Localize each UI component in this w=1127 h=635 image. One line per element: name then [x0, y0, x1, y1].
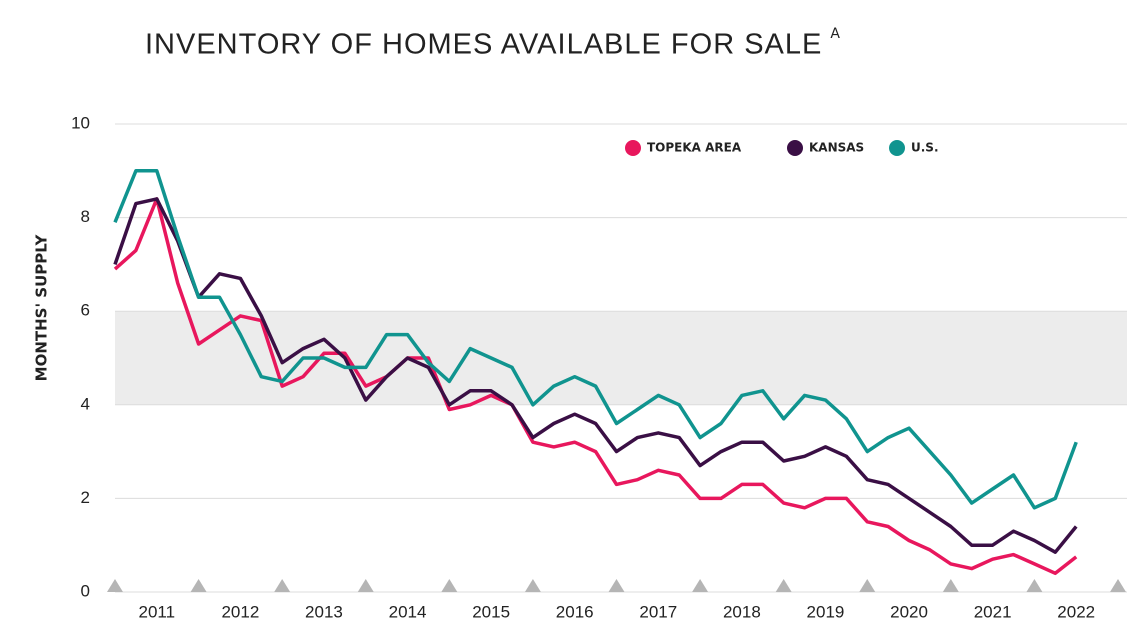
y-tick-label: 6 — [81, 301, 90, 320]
y-tick-label: 4 — [81, 394, 90, 413]
year-marker — [859, 579, 876, 592]
legend-label: U.S. — [911, 141, 939, 155]
year-marker — [357, 579, 374, 592]
legend-swatch — [889, 140, 905, 156]
legend-swatch — [787, 140, 803, 156]
y-tick-label: 8 — [81, 207, 90, 226]
title-superscript: A — [830, 26, 840, 42]
year-marker — [274, 579, 291, 592]
x-tick-label: 2014 — [389, 602, 427, 621]
year-marker — [942, 579, 959, 592]
legend-label: KANSAS — [809, 141, 864, 155]
year-marker — [1110, 579, 1126, 592]
year-marker — [1026, 579, 1043, 592]
x-tick-label: 2015 — [472, 602, 510, 621]
x-tick-label: 2020 — [890, 602, 928, 621]
shaded-band — [115, 311, 1127, 405]
series-line — [113, 197, 1078, 576]
series-line — [113, 169, 1078, 510]
year-marker — [524, 579, 541, 592]
x-tick-label: 2021 — [974, 602, 1012, 621]
year-marker — [107, 579, 123, 592]
chart-title: INVENTORY OF HOMES AVAILABLE FOR SALE — [145, 29, 822, 61]
x-tick-label: 2019 — [807, 602, 845, 621]
x-tick-label: 2011 — [139, 602, 176, 621]
y-tick-label: 0 — [81, 581, 90, 600]
x-tick-label: 2022 — [1057, 602, 1095, 621]
y-axis-label: MONTHS' SUPPLY — [33, 234, 51, 382]
legend-label: TOPEKA AREA — [647, 141, 742, 155]
year-marker — [608, 579, 625, 592]
x-tick-label: 2018 — [723, 602, 761, 621]
year-marker — [190, 579, 207, 592]
series-line — [113, 197, 1078, 554]
year-marker — [692, 579, 709, 592]
x-tick-label: 2017 — [639, 602, 677, 621]
x-tick-label: 2016 — [556, 602, 594, 621]
year-marker — [441, 579, 458, 592]
legend-swatch — [625, 140, 641, 156]
y-tick-label: 2 — [81, 488, 90, 507]
y-tick-label: 10 — [71, 113, 90, 132]
x-tick-label: 2013 — [305, 602, 343, 621]
year-marker — [775, 579, 792, 592]
x-tick-label: 2012 — [221, 602, 259, 621]
